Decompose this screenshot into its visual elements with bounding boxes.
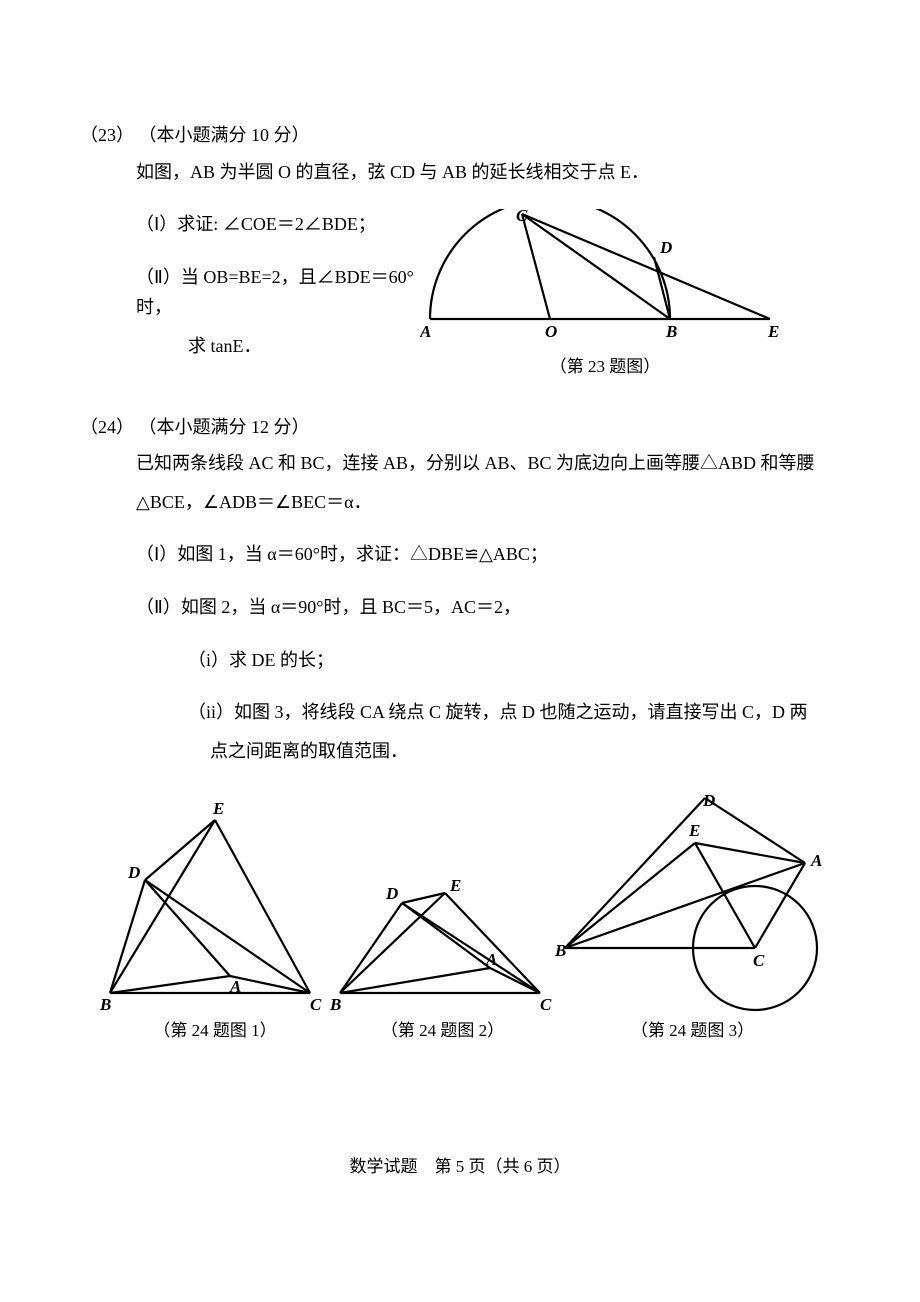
q24-fig3-caption: （第 24 题图 3）: [555, 1017, 830, 1046]
q24-stem-l1: 已知两条线段 AC 和 BC，连接 AB，分别以 AB、BC 为底边向上画等腰△…: [80, 448, 840, 479]
q24-figure-1: B C A E D: [100, 798, 330, 1013]
svg-text:C: C: [516, 209, 528, 225]
q24-figure-2: B C A E D: [330, 873, 555, 1013]
q24-header: （24） （本小题满分 12 分）: [80, 412, 840, 443]
footer-page: 第 5 页（共 6 页）: [435, 1157, 571, 1176]
q23-text-col: （Ⅰ）求证: ∠COE＝2∠BDE； （Ⅱ）当 OB=BE=2，且∠BDE＝60…: [80, 209, 420, 383]
q24-fig3-block: B C A E D （第 24 题图 3）: [555, 788, 830, 1046]
q24-points: （本小题满分 12 分）: [139, 417, 310, 437]
q24-fig1-caption: （第 24 题图 1）: [100, 1017, 330, 1046]
svg-text:A: A: [420, 322, 431, 341]
q24-fig1-block: B C A E D （第 24 题图 1）: [100, 798, 330, 1046]
svg-text:B: B: [555, 941, 566, 960]
q23-figure-block: A O B E C D （第 23 题图）: [420, 209, 790, 382]
q23-stem: 如图，AB 为半圆 O 的直径，弦 CD 与 AB 的延长线相交于点 E．: [80, 157, 840, 188]
svg-text:D: D: [659, 238, 672, 257]
q24-figures-row: B C A E D （第 24 题图 1）: [80, 788, 840, 1046]
q24-part1-text: 如图 1，当 α＝60°时，求证：△DBE≌△ABC；: [177, 544, 548, 564]
q24-part2i: （i）求 DE 的长；: [80, 645, 840, 676]
svg-text:E: E: [212, 799, 224, 818]
svg-text:D: D: [127, 863, 140, 882]
svg-text:A: A: [485, 950, 497, 969]
q23-part2-label: （Ⅱ）: [136, 267, 181, 287]
q23-number: （23）: [80, 125, 134, 145]
q23-part1-text: 求证: ∠COE＝2∠BDE；: [177, 214, 376, 234]
q24-part2ii-text1: 如图 3，将线段 CA 绕点 C 旋转，点 D 也随之运动，请直接写出 C，D …: [234, 702, 808, 722]
svg-text:D: D: [702, 791, 715, 810]
q24-part1: （Ⅰ）如图 1，当 α＝60°时，求证：△DBE≌△ABC；: [80, 539, 840, 570]
svg-text:E: E: [449, 876, 461, 895]
page-footer: 数学试题 第 5 页（共 6 页）: [0, 1153, 920, 1182]
svg-text:B: B: [100, 995, 111, 1013]
q24-number: （24）: [80, 417, 134, 437]
q24-part2i-text: 求 DE 的长；: [229, 650, 334, 670]
svg-text:C: C: [540, 995, 552, 1013]
q24-fig2-block: B C A E D （第 24 题图 2）: [330, 873, 555, 1046]
svg-text:B: B: [330, 995, 341, 1013]
svg-text:E: E: [767, 322, 779, 341]
q23-header: （23） （本小题满分 10 分）: [80, 120, 840, 151]
svg-text:A: A: [229, 977, 241, 996]
q23-fig-caption: （第 23 题图）: [420, 353, 790, 382]
svg-text:E: E: [688, 821, 700, 840]
page: （23） （本小题满分 10 分） 如图，AB 为半圆 O 的直径，弦 CD 与…: [0, 0, 920, 1302]
q24-part2-label: （Ⅱ）: [136, 597, 181, 617]
q23-part1: （Ⅰ）求证: ∠COE＝2∠BDE；: [80, 209, 420, 240]
q23-points: （本小题满分 10 分）: [139, 125, 310, 145]
svg-text:C: C: [753, 951, 765, 970]
q24-fig2-caption: （第 24 题图 2）: [330, 1017, 555, 1046]
svg-text:A: A: [810, 851, 822, 870]
spacer: [80, 384, 840, 412]
svg-text:O: O: [545, 322, 557, 341]
q24-part2: （Ⅱ）如图 2，当 α＝90°时，且 BC＝5，AC＝2，: [80, 592, 840, 623]
q24-part2ii-label: （ii）: [188, 702, 234, 722]
q24-part1-label: （Ⅰ）: [136, 544, 177, 564]
svg-text:B: B: [665, 322, 677, 341]
q24-stem-l2: △BCE，∠ADB＝∠BEC＝α．: [80, 487, 840, 518]
q24-part2ii-l1: （ii）如图 3，将线段 CA 绕点 C 旋转，点 D 也随之运动，请直接写出 …: [80, 697, 840, 728]
q24-part2i-label: （i）: [188, 650, 229, 670]
svg-text:C: C: [310, 995, 322, 1013]
q24-figure-3: B C A E D: [555, 788, 830, 1013]
svg-text:D: D: [385, 884, 398, 903]
q23-body-row: （Ⅰ）求证: ∠COE＝2∠BDE； （Ⅱ）当 OB=BE=2，且∠BDE＝60…: [80, 209, 840, 383]
footer-subject: 数学试题: [350, 1157, 418, 1176]
q23-part2-l2: 求 tanE．: [80, 331, 420, 362]
q23-figure: A O B E C D: [420, 209, 790, 349]
q24-part2ii-l2: 点之间距离的取值范围．: [80, 736, 840, 767]
q24-part2-text: 如图 2，当 α＝90°时，且 BC＝5，AC＝2，: [181, 597, 521, 617]
q23-part2-l1: （Ⅱ）当 OB=BE=2，且∠BDE＝60°时，: [80, 262, 420, 323]
q23-part1-label: （Ⅰ）: [136, 214, 177, 234]
